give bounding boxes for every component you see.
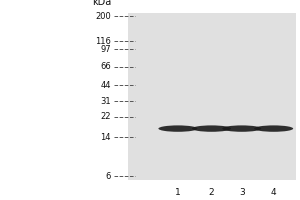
Ellipse shape <box>254 125 293 132</box>
Text: 200: 200 <box>95 12 111 21</box>
Text: 31: 31 <box>100 97 111 106</box>
Text: 14: 14 <box>100 133 111 142</box>
Text: kDa: kDa <box>92 0 111 7</box>
Text: 97: 97 <box>100 45 111 54</box>
Ellipse shape <box>222 125 261 132</box>
Ellipse shape <box>158 125 197 132</box>
Text: 1: 1 <box>175 188 181 197</box>
Text: 3: 3 <box>239 188 244 197</box>
Text: 66: 66 <box>100 62 111 71</box>
Text: 6: 6 <box>106 172 111 181</box>
Text: 2: 2 <box>209 188 214 197</box>
Text: 116: 116 <box>95 37 111 46</box>
Ellipse shape <box>192 125 231 132</box>
Text: 44: 44 <box>100 81 111 90</box>
Bar <box>128 13 296 180</box>
Text: 4: 4 <box>271 188 277 197</box>
Text: 22: 22 <box>100 112 111 121</box>
